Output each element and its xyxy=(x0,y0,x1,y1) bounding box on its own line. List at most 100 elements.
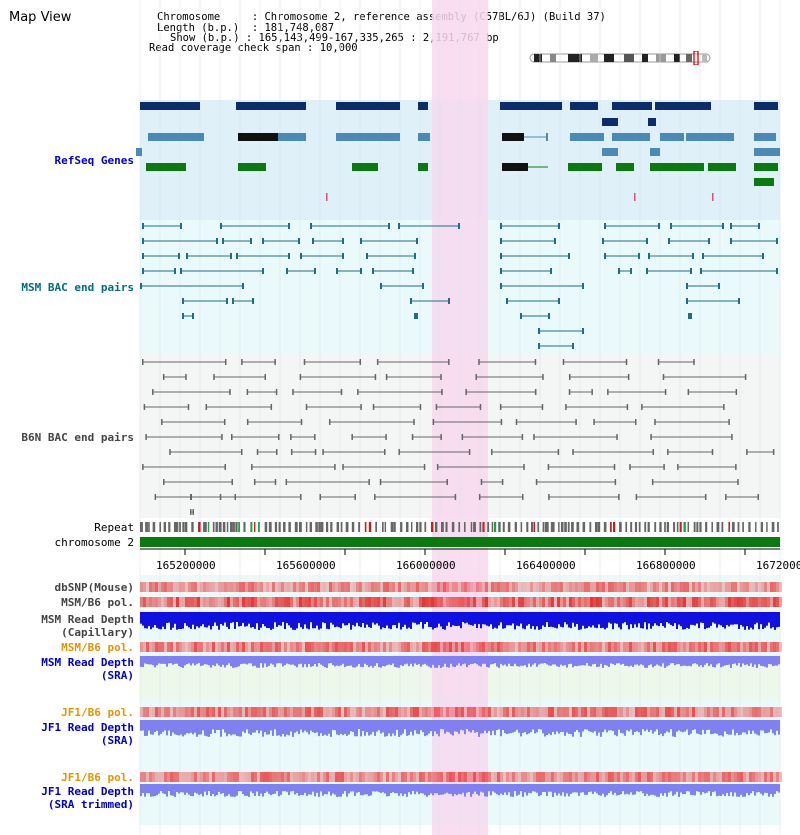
msm-depth-cap-bar xyxy=(176,612,178,630)
msm-depth-sra-bar xyxy=(548,656,550,666)
jf1-b6-pol-strip-2 xyxy=(152,772,155,782)
msm-depth-cap-bar xyxy=(366,612,368,625)
msm-depth-sra-bar xyxy=(438,656,440,666)
jf1-depth-sra-bar xyxy=(580,720,582,737)
jf1-depth-trim-bar xyxy=(494,784,496,793)
b6n-bac-end xyxy=(413,419,415,425)
jf1-b6-pol-strip-2 xyxy=(350,772,353,782)
msm-depth-cap-bar xyxy=(470,612,472,625)
jf1-depth-trim-bar xyxy=(548,784,550,792)
msm-depth-sra-bar xyxy=(190,656,192,666)
track-label-jf1-depth-trim[interactable]: JF1 Read Depth xyxy=(41,785,134,798)
dbsnp-strip xyxy=(239,582,242,592)
msm-depth-sra-bar xyxy=(508,656,510,664)
track-label-msm-b6-pol-1[interactable]: MSM/B6 pol. xyxy=(61,596,134,609)
jf1-depth-sra-bar xyxy=(268,720,270,735)
msm-b6-pol-strip-2 xyxy=(452,642,455,652)
dbsnp-strip xyxy=(503,582,506,592)
b6n-bac-end xyxy=(654,419,656,425)
msm-depth-cap-bar xyxy=(468,612,470,625)
track-label-msm-b6-pol-2[interactable]: MSM/B6 pol. xyxy=(61,641,134,654)
dbsnp-strip xyxy=(320,582,323,592)
track-label-jf1-b6-pol-2[interactable]: JF1/B6 pol. xyxy=(61,771,134,784)
jf1-depth-trim-bar xyxy=(246,784,248,796)
jf1-depth-sra-bar xyxy=(618,720,620,730)
msm-bac-end xyxy=(178,253,180,259)
msm-depth-sra-bar xyxy=(258,656,260,668)
msm-depth-cap-bar xyxy=(458,612,460,626)
repeat-feature xyxy=(526,522,529,532)
msm-depth-sra-bar xyxy=(484,656,486,664)
b6n-bac-end xyxy=(379,479,382,485)
msm-depth-sra-bar xyxy=(166,656,168,667)
msm-depth-cap-bar xyxy=(338,612,340,628)
jf1-depth-sra-bar xyxy=(732,720,734,730)
msm-depth-sra-bar xyxy=(342,656,344,664)
jf1-depth-trim-bar xyxy=(764,784,766,793)
jf1-b6-pol-strip xyxy=(446,707,449,717)
dbsnp-strip xyxy=(572,582,575,592)
msm-depth-sra-bar xyxy=(496,656,498,667)
msm-b6-pol-strip xyxy=(389,597,392,607)
gene-feature xyxy=(616,163,634,171)
track-label-msm-depth-cap[interactable]: MSM Read Depth xyxy=(41,613,134,626)
msm-depth-sra-bar xyxy=(610,656,612,664)
msm-depth-sra-bar xyxy=(596,656,598,667)
jf1-depth-sra-bar xyxy=(538,720,540,730)
msm-b6-pol-strip-2 xyxy=(401,642,404,652)
dbsnp-strip xyxy=(215,582,218,592)
b6n-bac-end xyxy=(728,419,730,425)
jf1-depth-trim-bar xyxy=(536,784,538,793)
track-label-refseq[interactable]: RefSeq Genes xyxy=(54,154,134,167)
jf1-depth-trim-bar xyxy=(356,784,358,793)
coverage-info: Read coverage check span : 10,000 xyxy=(149,43,358,54)
jf1-depth-sra-bar xyxy=(748,720,750,731)
jf1-b6-pol-strip-2 xyxy=(644,772,647,782)
msm-depth-sra-bar xyxy=(340,656,342,666)
jf1-depth-trim-bar xyxy=(646,784,648,794)
jf1-depth-sra-bar xyxy=(276,720,278,736)
msm-b6-pol-strip-2 xyxy=(239,642,242,652)
msm-depth-cap-bar xyxy=(504,612,506,629)
msm-b6-pol-strip xyxy=(539,597,542,607)
b6n-bac-end xyxy=(641,404,643,410)
msm-depth-cap-bar xyxy=(764,612,766,628)
track-label-dbsnp[interactable]: dbSNP(Mouse) xyxy=(54,581,134,594)
msm-b6-pol-strip xyxy=(431,597,434,607)
msm-depth-cap-bar xyxy=(700,612,702,623)
show-label: Show (b.p.) xyxy=(170,32,240,44)
jf1-b6-pol-strip-2 xyxy=(593,772,596,782)
msm-b6-pol-strip-2 xyxy=(530,642,533,652)
track-label-jf1-depth-sra[interactable]: JF1 Read Depth xyxy=(41,721,134,734)
msm-depth-sra-bar xyxy=(640,656,642,665)
dbsnp-strip xyxy=(476,582,479,592)
msm-depth-sra-bar xyxy=(176,656,178,664)
msm-b6-pol-strip xyxy=(302,597,305,607)
msm-depth-cap-bar xyxy=(588,612,590,627)
jf1-b6-pol-strip-2 xyxy=(164,772,167,782)
msm-depth-cap-bar xyxy=(294,612,296,630)
jf1-b6-pol-strip xyxy=(608,707,611,717)
msm-depth-cap-bar xyxy=(142,612,144,626)
msm-depth-sra-bar xyxy=(740,656,742,667)
track-label-b6n-bac[interactable]: B6N BAC end pairs xyxy=(21,431,134,444)
jf1-depth-trim-bar xyxy=(538,784,540,797)
track-label-jf1-b6-pol-1[interactable]: JF1/B6 pol. xyxy=(61,706,134,719)
jf1-depth-trim-bar xyxy=(532,784,534,792)
msm-depth-cap-bar xyxy=(332,612,334,625)
track-label-msm-bac[interactable]: MSM BAC end pairs xyxy=(21,281,134,294)
repeat-feature xyxy=(659,522,662,532)
msm-bac-end xyxy=(550,268,552,274)
dbsnp-strip xyxy=(779,582,782,592)
jf1-b6-pol-strip-2 xyxy=(365,772,368,782)
msm-depth-sra-bar xyxy=(312,656,314,667)
jf1-depth-sra-bar xyxy=(750,720,752,734)
jf1-b6-pol-strip-2 xyxy=(704,772,707,782)
track-label-msm-depth-sra[interactable]: MSM Read Depth xyxy=(41,656,134,669)
jf1-b6-pol-strip-2 xyxy=(371,772,374,782)
jf1-depth-sra-bar xyxy=(478,720,480,737)
coverage-value: : 10,000 xyxy=(307,42,358,54)
msm-b6-pol-strip-2 xyxy=(542,642,545,652)
repeat-feature xyxy=(683,522,686,532)
